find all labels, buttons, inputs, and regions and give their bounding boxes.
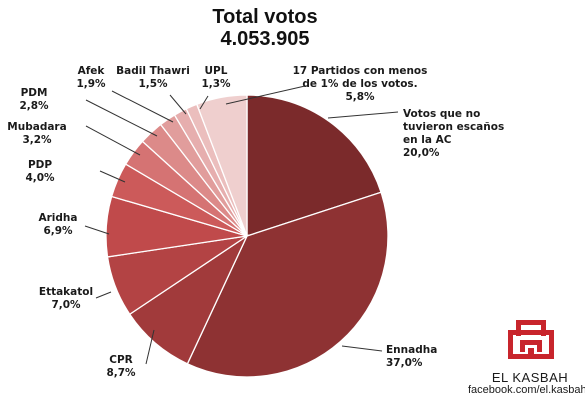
slice-label-afek-line-1: 1,9% [76, 78, 106, 90]
slice-label-upl-line-0: UPL [205, 65, 228, 77]
slice-label-afek-line-0: Afek [78, 65, 106, 77]
slice-label-pdm: PDM 2,8% [19, 87, 49, 112]
leader-line-ennadha [341, 345, 383, 352]
leader-lines [84, 85, 399, 365]
pie-slices [105, 94, 389, 378]
slice-label-ennadha: Ennadha 37,0% [386, 344, 437, 369]
slice-label-pdp-line-1: 4,0% [25, 172, 55, 184]
slice-label-aridha-line-0: Aridha [39, 212, 78, 224]
slice-label-pdp-line-0: PDP [28, 159, 52, 171]
slice-label-ettakatol: Ettakatol 7,0% [39, 286, 93, 311]
slice-label-votos-line-1: tuvieron escaños [403, 121, 504, 133]
slice-label-ettakatol-line-0: Ettakatol [39, 286, 93, 298]
slice-label-pdm-line-0: PDM [21, 87, 48, 99]
slice-label-upl-line-1: 1,3% [201, 78, 231, 90]
slice-label-votos-line-0: Votos que no [403, 108, 480, 120]
leader-line-cpr [145, 329, 155, 365]
slice-label-badil-line-0: Badil Thawri [116, 65, 190, 77]
leader-line-partidos [225, 85, 306, 105]
slice-label-votos-line-3: 20,0% [403, 147, 440, 159]
leader-line-afek [111, 90, 174, 123]
pie-slice-1 [186, 191, 389, 378]
pie-slice-11 [195, 94, 248, 237]
slice-label-cpr-line-0: CPR [109, 354, 133, 366]
slice-label-partidos: 17 Partidos con menos de 1% de los votos.… [293, 65, 428, 103]
leader-line-badil [169, 94, 187, 115]
slice-label-upl: UPL 1,3% [201, 65, 231, 90]
el-kasbah-logo [508, 320, 554, 359]
slice-label-aridha: Aridha 6,9% [39, 212, 78, 237]
slice-labels: Votos que no tuvieron escaños en la AC 20,0… [7, 65, 504, 379]
slice-label-mubadara: Mubadara 3,2% [7, 121, 66, 146]
slice-label-pdp: PDP 4,0% [25, 159, 55, 184]
slice-label-aridha-line-1: 6,9% [43, 225, 73, 237]
slice-label-afek: Afek 1,9% [76, 65, 106, 90]
slice-label-badil-line-1: 1,5% [138, 78, 168, 90]
slice-label-mubadara-line-0: Mubadara [7, 121, 66, 133]
leader-line-upl [199, 95, 209, 110]
slice-label-votos: Votos que no tuvieron escaños en la AC 20,0… [403, 108, 504, 159]
slice-label-cpr: CPR 8,7% [106, 354, 136, 379]
brand-url: facebook.com/el.kasbah [468, 384, 585, 396]
leader-line-votos [327, 111, 399, 119]
chart-title-block: Total votos 4.053.905 [190, 6, 340, 50]
slice-label-partidos-line-0: 17 Partidos con menos [293, 65, 428, 77]
slice-label-cpr-line-1: 8,7% [106, 367, 136, 379]
brand-name: EL KASBAH [491, 370, 569, 385]
leader-line-pdm [85, 99, 158, 137]
slice-label-partidos-line-1: de 1% de los votos. [302, 78, 417, 90]
pie-slice-0 [246, 94, 382, 237]
leader-line-mubadara [85, 125, 141, 156]
slice-label-votos-line-2: en la AC [403, 134, 452, 146]
slice-label-badil: Badil Thawri 1,5% [116, 65, 190, 90]
slice-label-ennadha-line-1: 37,0% [386, 357, 423, 369]
slice-label-ettakatol-line-1: 7,0% [51, 299, 81, 311]
slice-label-pdm-line-1: 2,8% [19, 100, 49, 112]
slice-label-mubadara-line-1: 3,2% [22, 134, 52, 146]
chart-subtitle: 4.053.905 [220, 28, 310, 50]
slice-label-ennadha-line-0: Ennadha [386, 344, 437, 356]
leader-line-pdp [99, 170, 126, 183]
leader-line-aridha [84, 225, 110, 235]
chart-title: Total votos [212, 6, 318, 28]
leader-line-ettakatol [95, 291, 112, 299]
slice-label-partidos-line-2: 5,8% [345, 91, 375, 103]
